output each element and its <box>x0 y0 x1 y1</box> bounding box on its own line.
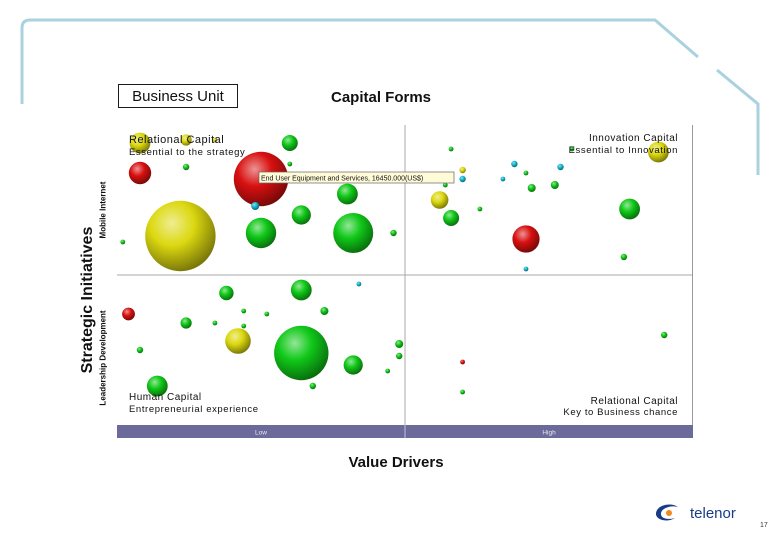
bubble-green <box>180 317 192 329</box>
page-number: 17 <box>760 522 768 529</box>
bubbles-layer <box>120 132 669 397</box>
quadrant-subtitle-bottom-left: Entrepreneurial experience <box>129 404 259 415</box>
quadrant-subtitle-bottom-right: Key to Business chance <box>563 407 678 418</box>
bubble-green <box>460 389 465 395</box>
bubble-green <box>448 146 454 152</box>
slide-frame-line-right <box>716 68 760 175</box>
bubble-green <box>527 184 536 192</box>
y-axis-sublabel-bottom: Leadership Development <box>98 310 108 406</box>
chart-title: Capital Forms <box>330 89 432 106</box>
bubble-green <box>290 279 312 301</box>
bubble-chart-svg: Relational Capital Essential to the stra… <box>117 125 693 438</box>
bubble-cyan <box>557 163 564 171</box>
bubble-green <box>309 382 316 390</box>
quadrant-title-top-right: Innovation Capital <box>589 133 678 144</box>
bubble-green <box>146 375 168 397</box>
business-unit-label: Business Unit <box>118 84 238 108</box>
bubble-green <box>287 161 293 167</box>
bubble-green <box>477 206 483 212</box>
bubble-green <box>333 213 374 253</box>
bubble-green <box>620 253 628 261</box>
bubble-green <box>390 229 397 237</box>
bubble-green <box>343 355 363 375</box>
bubble-red <box>128 161 152 185</box>
bubble-yellow <box>648 141 669 163</box>
bubble-green <box>320 307 329 315</box>
bubble-green <box>241 323 247 329</box>
bubble-green <box>619 198 640 220</box>
bubble-green <box>443 210 460 226</box>
bubble-red <box>460 359 465 365</box>
quadrant-title-bottom-left: Human Capital <box>129 392 202 403</box>
bubble-green <box>291 205 311 225</box>
value-band-label-low: Low <box>255 430 267 437</box>
data-tooltip: End User Equipment and Services, 16450.0… <box>258 171 455 184</box>
bubble-green <box>219 285 234 301</box>
bubble-green <box>120 239 126 245</box>
bubble-yellow <box>459 166 466 174</box>
bubble-green <box>569 146 575 152</box>
quadrant-subtitle-top-right: Essential to Innovation <box>569 145 678 156</box>
logo-text: telenor <box>690 504 736 522</box>
bubble-red <box>512 225 540 253</box>
bubble-green <box>337 183 358 205</box>
bubble-green <box>136 346 144 354</box>
quadrant-title-bottom-right: Relational Capital <box>591 396 678 407</box>
bubble-yellow <box>129 132 151 154</box>
bubble-cyan <box>511 160 518 168</box>
y-axis-title: Strategic Initiatives <box>79 226 96 374</box>
bubble-green <box>442 182 448 188</box>
telenor-swirl-icon <box>655 504 678 521</box>
bubble-red <box>122 307 135 321</box>
bubble-yellow <box>180 134 192 146</box>
bubble-green <box>274 325 329 381</box>
bubble-green <box>241 308 247 314</box>
quadrant-subtitle-top-left: Essential to the strategy <box>129 147 245 158</box>
bubble-green <box>245 217 277 249</box>
bubble-green <box>281 135 298 151</box>
bubble-chart: Relational Capital Essential to the stra… <box>117 125 693 438</box>
bubble-yellow <box>430 191 449 209</box>
bubble-green <box>661 331 668 339</box>
bubble-cyan <box>523 266 529 272</box>
tooltip-box <box>258 171 455 184</box>
bubble-green <box>396 352 403 360</box>
quadrant-title-top-left: Relational Capital <box>129 134 224 146</box>
bubble-green <box>550 181 559 189</box>
bubble-cyan <box>500 176 506 182</box>
bubble-yellow <box>225 328 251 354</box>
bubble-green <box>264 311 270 317</box>
x-axis-title: Value Drivers <box>348 454 444 471</box>
bubble-green <box>385 368 391 374</box>
bubble-cyan <box>459 175 466 183</box>
y-axis-sublabel-top: Mobile Internet <box>98 181 108 239</box>
bubble-cyan <box>251 202 260 210</box>
tooltip-text: End User Equipment and Services, 16450.0… <box>261 176 423 183</box>
bubble-green <box>523 170 529 176</box>
telenor-logo: telenor <box>654 503 736 523</box>
bubble-green <box>182 163 190 171</box>
bubble-green <box>212 320 218 326</box>
bubble-yellow <box>145 200 216 272</box>
bubble-green <box>395 340 404 348</box>
bubble-yellow <box>212 137 218 143</box>
value-band-label-high: High <box>542 430 556 437</box>
bubble-cyan <box>356 281 362 287</box>
